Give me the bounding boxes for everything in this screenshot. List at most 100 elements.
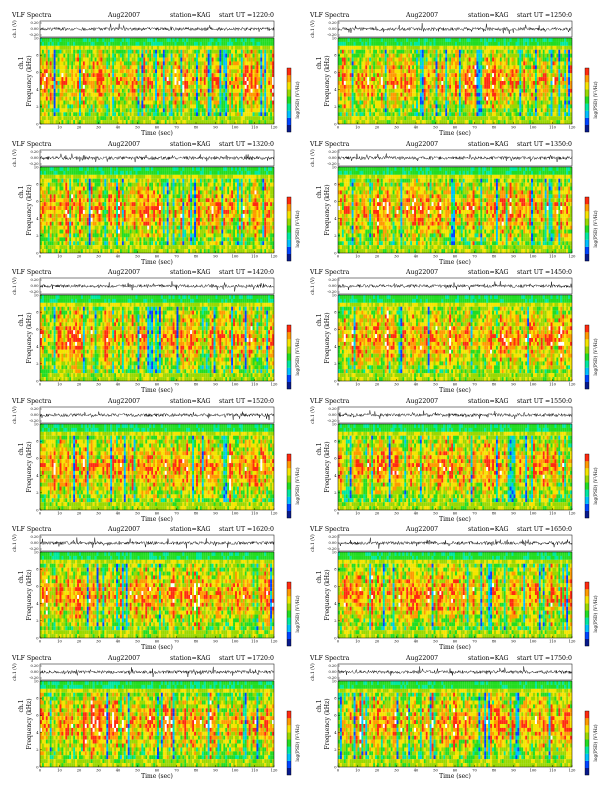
x-tick-label: 10 bbox=[355, 768, 360, 772]
y-tick-label: 0 bbox=[36, 508, 39, 512]
x-tick-label: 110 bbox=[251, 383, 259, 387]
x-tick-label: 120 bbox=[271, 254, 279, 258]
x-tick-label: 50 bbox=[433, 254, 438, 258]
colorbar bbox=[287, 582, 291, 647]
date-label: Aug22007 bbox=[107, 655, 140, 662]
x-tick-label: 10 bbox=[57, 126, 62, 130]
x-tick-label: 110 bbox=[251, 126, 259, 130]
colorbar bbox=[287, 325, 291, 390]
spectrogram-figure: VLF Spectra Aug22007 station=KAG start UT =… bbox=[11, 526, 301, 651]
waveform-trace bbox=[39, 411, 275, 420]
y-tick-label: 4 bbox=[334, 602, 337, 606]
x-tick-label: 60 bbox=[453, 383, 458, 387]
x-tick-label: 40 bbox=[116, 511, 121, 515]
y-tick-label: 2 bbox=[36, 491, 38, 495]
waveform-tick-label: 0.20 bbox=[328, 407, 337, 411]
y-tick-label: 4 bbox=[334, 88, 337, 92]
waveform-tick-label: 0.20 bbox=[328, 664, 337, 668]
channel-label: ch.1 bbox=[18, 571, 25, 584]
x-tick-label: 90 bbox=[511, 640, 516, 644]
y-tick-label: 0 bbox=[334, 251, 337, 255]
y-tick-label: 4 bbox=[36, 88, 39, 92]
x-tick-label: 20 bbox=[375, 126, 380, 130]
colorbar-label: log(PSD) (V²/Hz) bbox=[295, 210, 301, 247]
x-tick-label: 40 bbox=[116, 383, 121, 387]
colorbar-frame bbox=[286, 710, 292, 775]
x-tick-label: 100 bbox=[530, 254, 538, 258]
waveform-tick-label: -0.20 bbox=[29, 547, 39, 551]
y-tick-label: 0 bbox=[334, 122, 337, 126]
x-tick-label: 40 bbox=[116, 640, 121, 644]
x-tick-label: 100 bbox=[232, 511, 240, 515]
waveform-axis-label: ch.1 (V) bbox=[13, 148, 18, 166]
x-tick-label: 110 bbox=[549, 126, 557, 130]
y-tick-label: 0 bbox=[334, 379, 337, 383]
spectrogram-image bbox=[40, 295, 275, 382]
y-tick-label: 2 bbox=[334, 234, 336, 238]
x-tick-label: 80 bbox=[492, 254, 497, 258]
chart-title: VLF Spectra bbox=[309, 526, 350, 533]
waveform-tick-label: 0.00 bbox=[328, 156, 337, 160]
colorbar-frame bbox=[286, 324, 292, 390]
y-tick-label: 4 bbox=[36, 473, 39, 477]
chart-title: VLF Spectra bbox=[11, 655, 52, 662]
waveform-tick-label: 0.20 bbox=[328, 21, 337, 25]
y-tick-label: 10 bbox=[34, 36, 39, 40]
waveform-axis-label: ch.1 (V) bbox=[311, 148, 316, 166]
y-tick-label: 6 bbox=[36, 71, 39, 75]
y-tick-label: 8 bbox=[36, 54, 39, 58]
waveform-tick-label: -0.20 bbox=[29, 419, 39, 423]
x-tick-label: 110 bbox=[251, 768, 259, 772]
start-time-label: start UT =1620:0 bbox=[219, 526, 274, 533]
colorbar-label: log(PSD) (V²/Hz) bbox=[295, 595, 301, 632]
x-tick-label: 50 bbox=[135, 768, 140, 772]
y-axis-label: Frequency (kHz) bbox=[26, 312, 33, 363]
y-tick-label: 6 bbox=[36, 585, 39, 589]
x-tick-label: 110 bbox=[251, 254, 259, 258]
spectrogram-panel: VLF Spectra Aug22007 station=KAG start UT =… bbox=[8, 653, 308, 781]
waveform-tick-label: 0.20 bbox=[328, 535, 337, 539]
x-tick-label: 120 bbox=[569, 254, 577, 258]
spectrogram-panel: VLF Spectra Aug22007 station=KAG start UT =… bbox=[306, 396, 606, 524]
spectrogram-image bbox=[40, 166, 275, 253]
y-axis-label: Frequency (kHz) bbox=[324, 55, 331, 106]
y-tick-label: 10 bbox=[332, 36, 337, 40]
x-tick-label: 70 bbox=[472, 768, 477, 772]
waveform-tick-label: 0.20 bbox=[328, 150, 337, 154]
x-axis-label: Time (sec) bbox=[141, 644, 173, 651]
y-tick-label: 0 bbox=[36, 636, 39, 640]
channel-label: ch.1 bbox=[316, 571, 323, 584]
y-axis-label: Frequency (kHz) bbox=[324, 441, 331, 492]
waveform-tick-label: -0.20 bbox=[327, 290, 337, 294]
waveform-tick-label: -0.20 bbox=[327, 419, 337, 423]
y-tick-label: 2 bbox=[36, 619, 38, 623]
x-tick-label: 0 bbox=[39, 511, 42, 515]
y-axis-label: Frequency (kHz) bbox=[324, 569, 331, 620]
x-tick-label: 90 bbox=[213, 254, 218, 258]
colorbar-label: log(PSD) (V²/Hz) bbox=[295, 724, 301, 761]
colorbar-frame bbox=[584, 453, 590, 518]
date-label: Aug22007 bbox=[405, 398, 438, 405]
y-tick-label: 6 bbox=[334, 456, 337, 460]
chart-title: VLF Spectra bbox=[11, 398, 52, 405]
colorbar-label: log(PSD) (V²/Hz) bbox=[593, 210, 599, 247]
y-tick-label: 10 bbox=[332, 679, 337, 683]
y-tick-label: 4 bbox=[334, 730, 337, 734]
x-tick-label: 40 bbox=[414, 640, 419, 644]
start-time-label: start UT =1220:0 bbox=[219, 12, 274, 19]
waveform-axis-label: ch.1 (V) bbox=[311, 20, 316, 38]
y-tick-label: 2 bbox=[334, 491, 336, 495]
waveform-tick-label: 0.00 bbox=[328, 413, 337, 417]
date-label: Aug22007 bbox=[107, 269, 140, 276]
y-axis-label: Frequency (kHz) bbox=[26, 698, 33, 749]
y-tick-label: 10 bbox=[332, 422, 337, 426]
x-axis-label: Time (sec) bbox=[439, 130, 471, 137]
spectrogram-figure: VLF Spectra Aug22007 station=KAG start UT =… bbox=[11, 655, 301, 780]
x-tick-label: 60 bbox=[155, 511, 160, 515]
x-tick-label: 90 bbox=[511, 383, 516, 387]
y-tick-label: 4 bbox=[36, 602, 39, 606]
date-label: Aug22007 bbox=[107, 141, 140, 148]
x-tick-label: 20 bbox=[77, 640, 82, 644]
y-axis-label: Frequency (kHz) bbox=[26, 441, 33, 492]
spectrogram-image bbox=[338, 38, 573, 125]
